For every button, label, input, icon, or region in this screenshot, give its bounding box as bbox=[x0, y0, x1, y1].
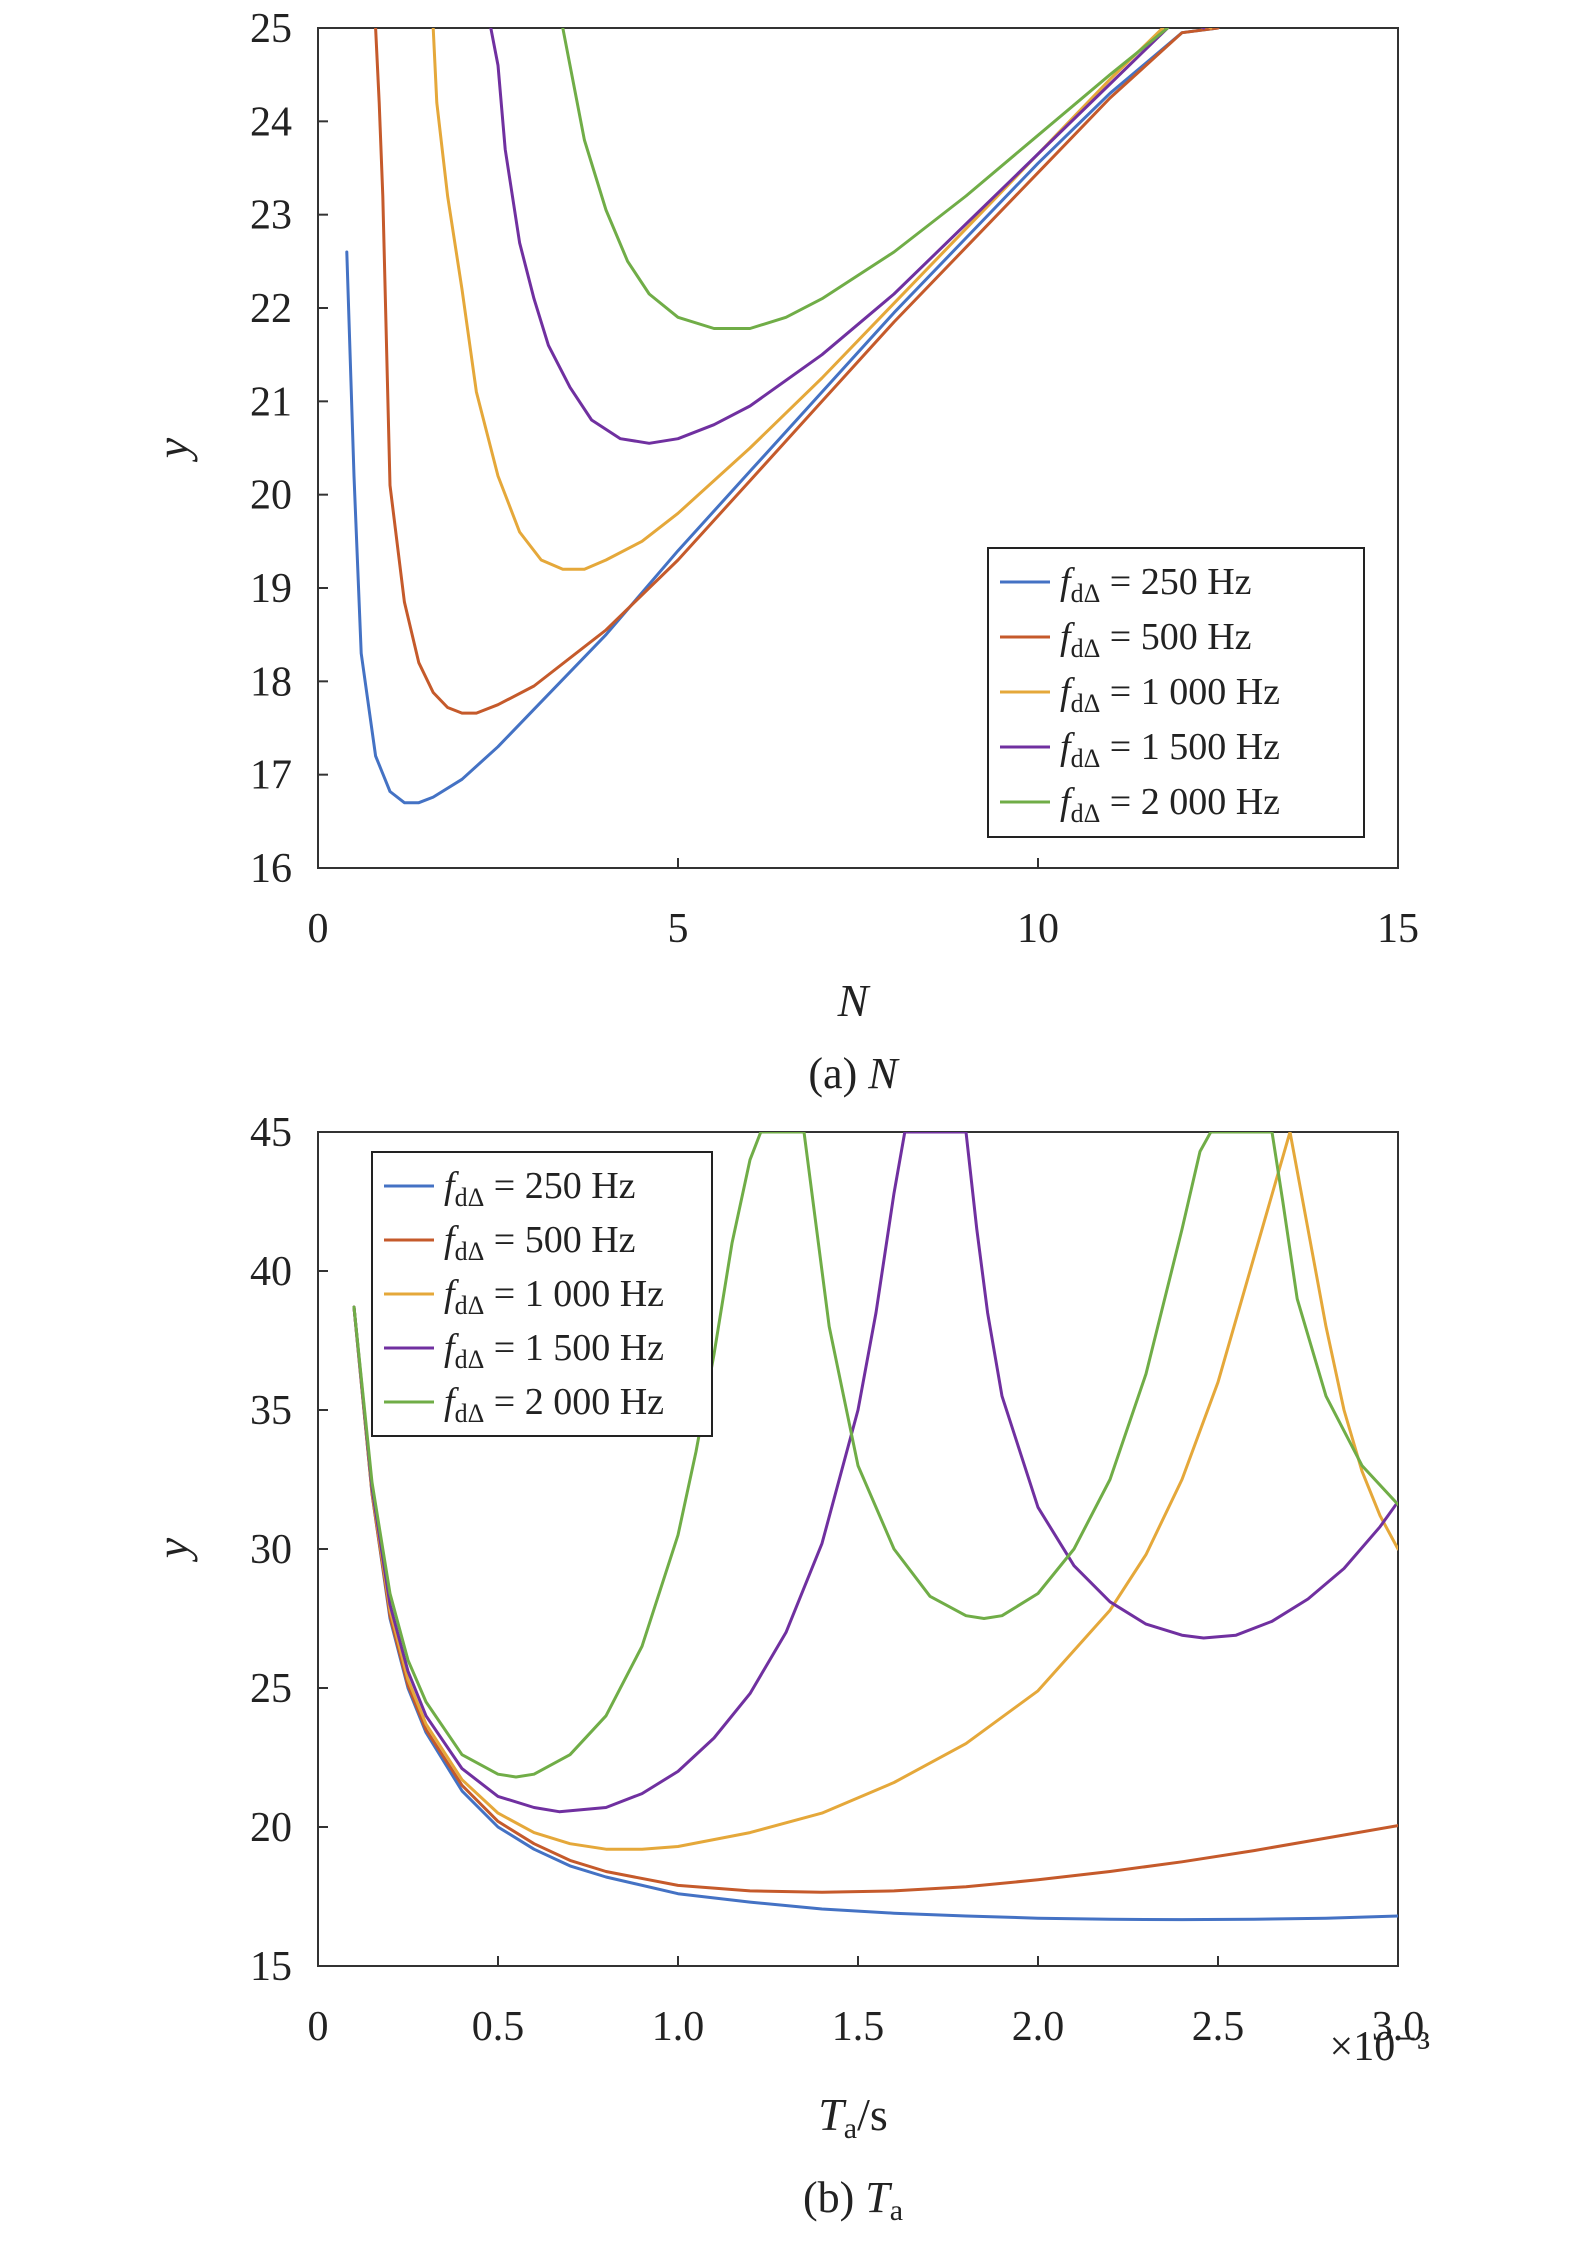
y-tick-label-b: 45 bbox=[250, 1110, 292, 1156]
series-line-b-5 bbox=[352, 1132, 1398, 1779]
legend-a: fdΔ = 250 Hz fdΔ = 500 Hz fdΔ = 1 000 Hz fd… bbox=[987, 547, 1365, 838]
x-tick-label-a: 5 bbox=[668, 906, 689, 952]
caption-a: (a) N bbox=[808, 1049, 900, 1098]
series-group-a bbox=[345, 28, 1220, 805]
y-tick-label-a: 18 bbox=[250, 659, 292, 705]
series-line-b-2 bbox=[352, 1305, 1398, 1894]
series-group-b bbox=[352, 1132, 1398, 1922]
y-tick-label-a: 19 bbox=[250, 566, 292, 612]
caption-b-sub: a bbox=[890, 2194, 903, 2227]
legend-label-b-4: fdΔ = 1 500 Hz bbox=[444, 1327, 664, 1374]
legend-label-a-2: fdΔ = 500 Hz bbox=[1060, 616, 1252, 663]
x-tick-label-b: 0.5 bbox=[472, 2004, 525, 2050]
legend-b: fdΔ = 250 Hz fdΔ = 500 Hz fdΔ = 1 000 Hz fd… bbox=[371, 1151, 713, 1437]
caption-b: (b) Ta bbox=[803, 2173, 903, 2227]
series-line-b-4 bbox=[352, 1132, 1398, 1814]
legend-box-a bbox=[987, 547, 1365, 838]
x-tick-label-b: 2.0 bbox=[1012, 2004, 1065, 2050]
x-tick-label-b: 2.5 bbox=[1192, 2004, 1245, 2050]
x-tick-label-b: 1.5 bbox=[832, 2004, 885, 2050]
x-axis-label-b: Ta/s bbox=[818, 2089, 888, 2145]
legend-box-b bbox=[371, 1151, 713, 1437]
chart-panel-b: 0 0.5 1.0 1.5 2.0 2.5 3.0 15 20 25 30 35 40 45 fdΔ = … bbox=[147, 1110, 1430, 2227]
x-multiplier-b: ×10⁻³ bbox=[1330, 2024, 1430, 2070]
series-line-a-4 bbox=[489, 28, 1206, 445]
y-axis-label-a: y bbox=[147, 437, 198, 462]
x-tick-label-b: 0 bbox=[308, 2004, 329, 2050]
x-tick-label-b: 1.0 bbox=[652, 2004, 705, 2050]
x-axis-label-a: N bbox=[837, 975, 871, 1026]
legend-label-b-3: fdΔ = 1 000 Hz bbox=[444, 1273, 664, 1320]
x-axis-label-b-unit: /s bbox=[857, 2089, 888, 2140]
legend-label-a-3: fdΔ = 1 000 Hz bbox=[1060, 671, 1280, 718]
caption-a-prefix: (a) bbox=[808, 1049, 868, 1098]
legend-label-a-1: fdΔ = 250 Hz bbox=[1060, 561, 1252, 608]
y-tick-label-a: 22 bbox=[250, 286, 292, 332]
x-tick-label-a: 10 bbox=[1017, 906, 1059, 952]
y-tick-label-b: 15 bbox=[250, 1944, 292, 1990]
y-axis-label-b: y bbox=[147, 1537, 198, 1562]
series-line-a-1 bbox=[345, 28, 1220, 805]
y-tick-label-a: 24 bbox=[250, 99, 292, 145]
x-tick-label-a: 15 bbox=[1377, 906, 1419, 952]
caption-a-var: N bbox=[867, 1049, 900, 1098]
series-line-b-3 bbox=[352, 1132, 1398, 1851]
y-tick-label-a: 20 bbox=[250, 473, 292, 519]
series-line-a-2 bbox=[374, 28, 1220, 715]
series-line-a-5 bbox=[561, 28, 1170, 330]
legend-label-b-5: fdΔ = 2 000 Hz bbox=[444, 1381, 664, 1428]
y-tick-label-b: 25 bbox=[250, 1666, 292, 1712]
ticks-a: 0 5 10 15 16 17 18 19 20 21 22 23 24 25 bbox=[250, 6, 1419, 952]
y-tick-label-a: 21 bbox=[250, 379, 292, 425]
y-tick-label-a: 23 bbox=[250, 193, 292, 239]
x-axis-label-b-sub: a bbox=[844, 2112, 857, 2145]
caption-b-var: T bbox=[865, 2173, 893, 2222]
y-tick-label-a: 17 bbox=[250, 753, 292, 799]
y-tick-label-a: 16 bbox=[250, 846, 292, 892]
x-tick-label-b: 3.0 bbox=[1372, 2004, 1425, 2050]
y-tick-label-b: 30 bbox=[250, 1527, 292, 1573]
ticks-b: 0 0.5 1.0 1.5 2.0 2.5 3.0 15 20 25 30 35 40 45 bbox=[250, 1110, 1424, 2050]
x-axis-label-b-var: T bbox=[818, 2089, 847, 2140]
legend-label-b-1: fdΔ = 250 Hz bbox=[444, 1165, 636, 1212]
x-tick-label-a: 0 bbox=[308, 906, 329, 952]
y-tick-label-b: 40 bbox=[250, 1249, 292, 1295]
y-tick-label-b: 20 bbox=[250, 1805, 292, 1851]
y-tick-label-a: 25 bbox=[250, 6, 292, 52]
caption-b-prefix: (b) bbox=[803, 2173, 865, 2222]
legend-label-b-2: fdΔ = 500 Hz bbox=[444, 1219, 636, 1266]
y-tick-label-b: 35 bbox=[250, 1388, 292, 1434]
legend-label-a-5: fdΔ = 2 000 Hz bbox=[1060, 781, 1280, 828]
